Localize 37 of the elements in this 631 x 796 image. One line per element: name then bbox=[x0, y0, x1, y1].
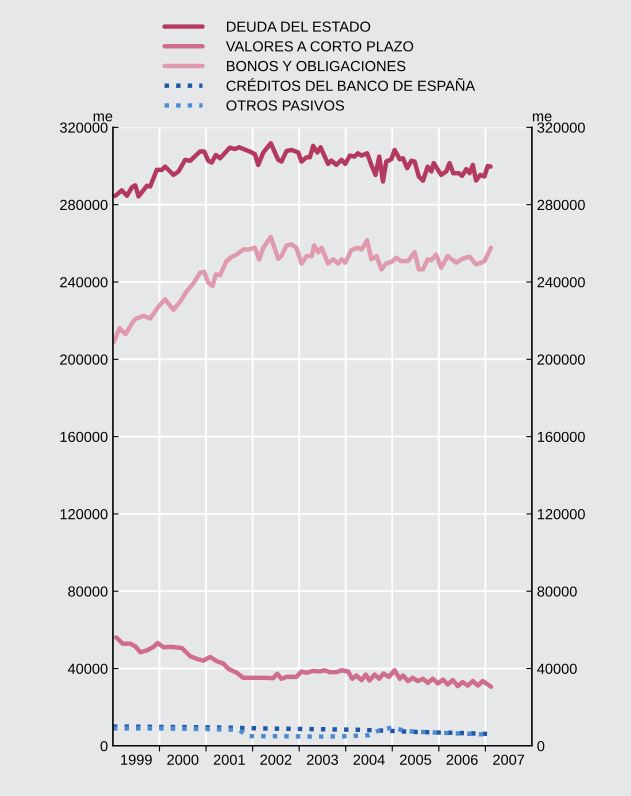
y-tick-label: 0 bbox=[100, 740, 108, 752]
y-axis-title: me bbox=[94, 113, 112, 122]
y-tick-label: 240000 bbox=[60, 277, 108, 288]
y-tick-label: 40000 bbox=[68, 664, 108, 674]
x-tick-label: 2007 bbox=[493, 754, 524, 765]
y-tick-label: 120000 bbox=[60, 509, 108, 520]
y2-tick-label: 40000 bbox=[537, 664, 577, 674]
x-tick-label: 2005 bbox=[400, 754, 432, 765]
x-tick-label: 2006 bbox=[446, 754, 478, 765]
legend-label: BONOS Y OBLIGACIONES bbox=[227, 60, 406, 72]
y2-tick-label: 80000 bbox=[537, 586, 577, 597]
y2-tick-label: 120000 bbox=[538, 509, 585, 520]
x-tick-label: 2002 bbox=[260, 754, 292, 765]
legend-label: CRÉDITOS DEL BANCO DE ESPAÑA bbox=[226, 78, 476, 91]
line-series bbox=[113, 140, 493, 199]
x-tick-label: 2004 bbox=[354, 754, 385, 765]
x-tick-label: 2003 bbox=[306, 754, 338, 765]
legend-label: DEUDA DEL ESTADO bbox=[227, 21, 370, 32]
x-tick-label: 1999 bbox=[121, 754, 152, 765]
x-tick-label: 2000 bbox=[167, 754, 198, 765]
y2-axis-title: me bbox=[532, 113, 552, 122]
y-tick-label: 200000 bbox=[60, 354, 108, 365]
y-tick-label: 160000 bbox=[60, 432, 108, 442]
legend-label: OTROS PASIVOS bbox=[226, 100, 344, 111]
y-tick-label: 320000 bbox=[60, 122, 108, 133]
y2-tick-label: 280000 bbox=[538, 200, 585, 210]
y2-tick-label: 200000 bbox=[538, 354, 585, 365]
y2-tick-label: 0 bbox=[537, 740, 544, 752]
x-tick-label: 2001 bbox=[214, 754, 245, 765]
y-tick-label: 280000 bbox=[60, 200, 108, 210]
y-tick-label: 80000 bbox=[68, 586, 108, 597]
y2-tick-label: 240000 bbox=[538, 277, 585, 288]
line-series bbox=[112, 234, 494, 344]
legend-label: VALORES A CORTO PLAZO bbox=[226, 41, 414, 52]
y2-tick-label: 160000 bbox=[538, 432, 585, 442]
y2-tick-label: 320000 bbox=[537, 122, 585, 133]
line-series bbox=[114, 635, 494, 689]
